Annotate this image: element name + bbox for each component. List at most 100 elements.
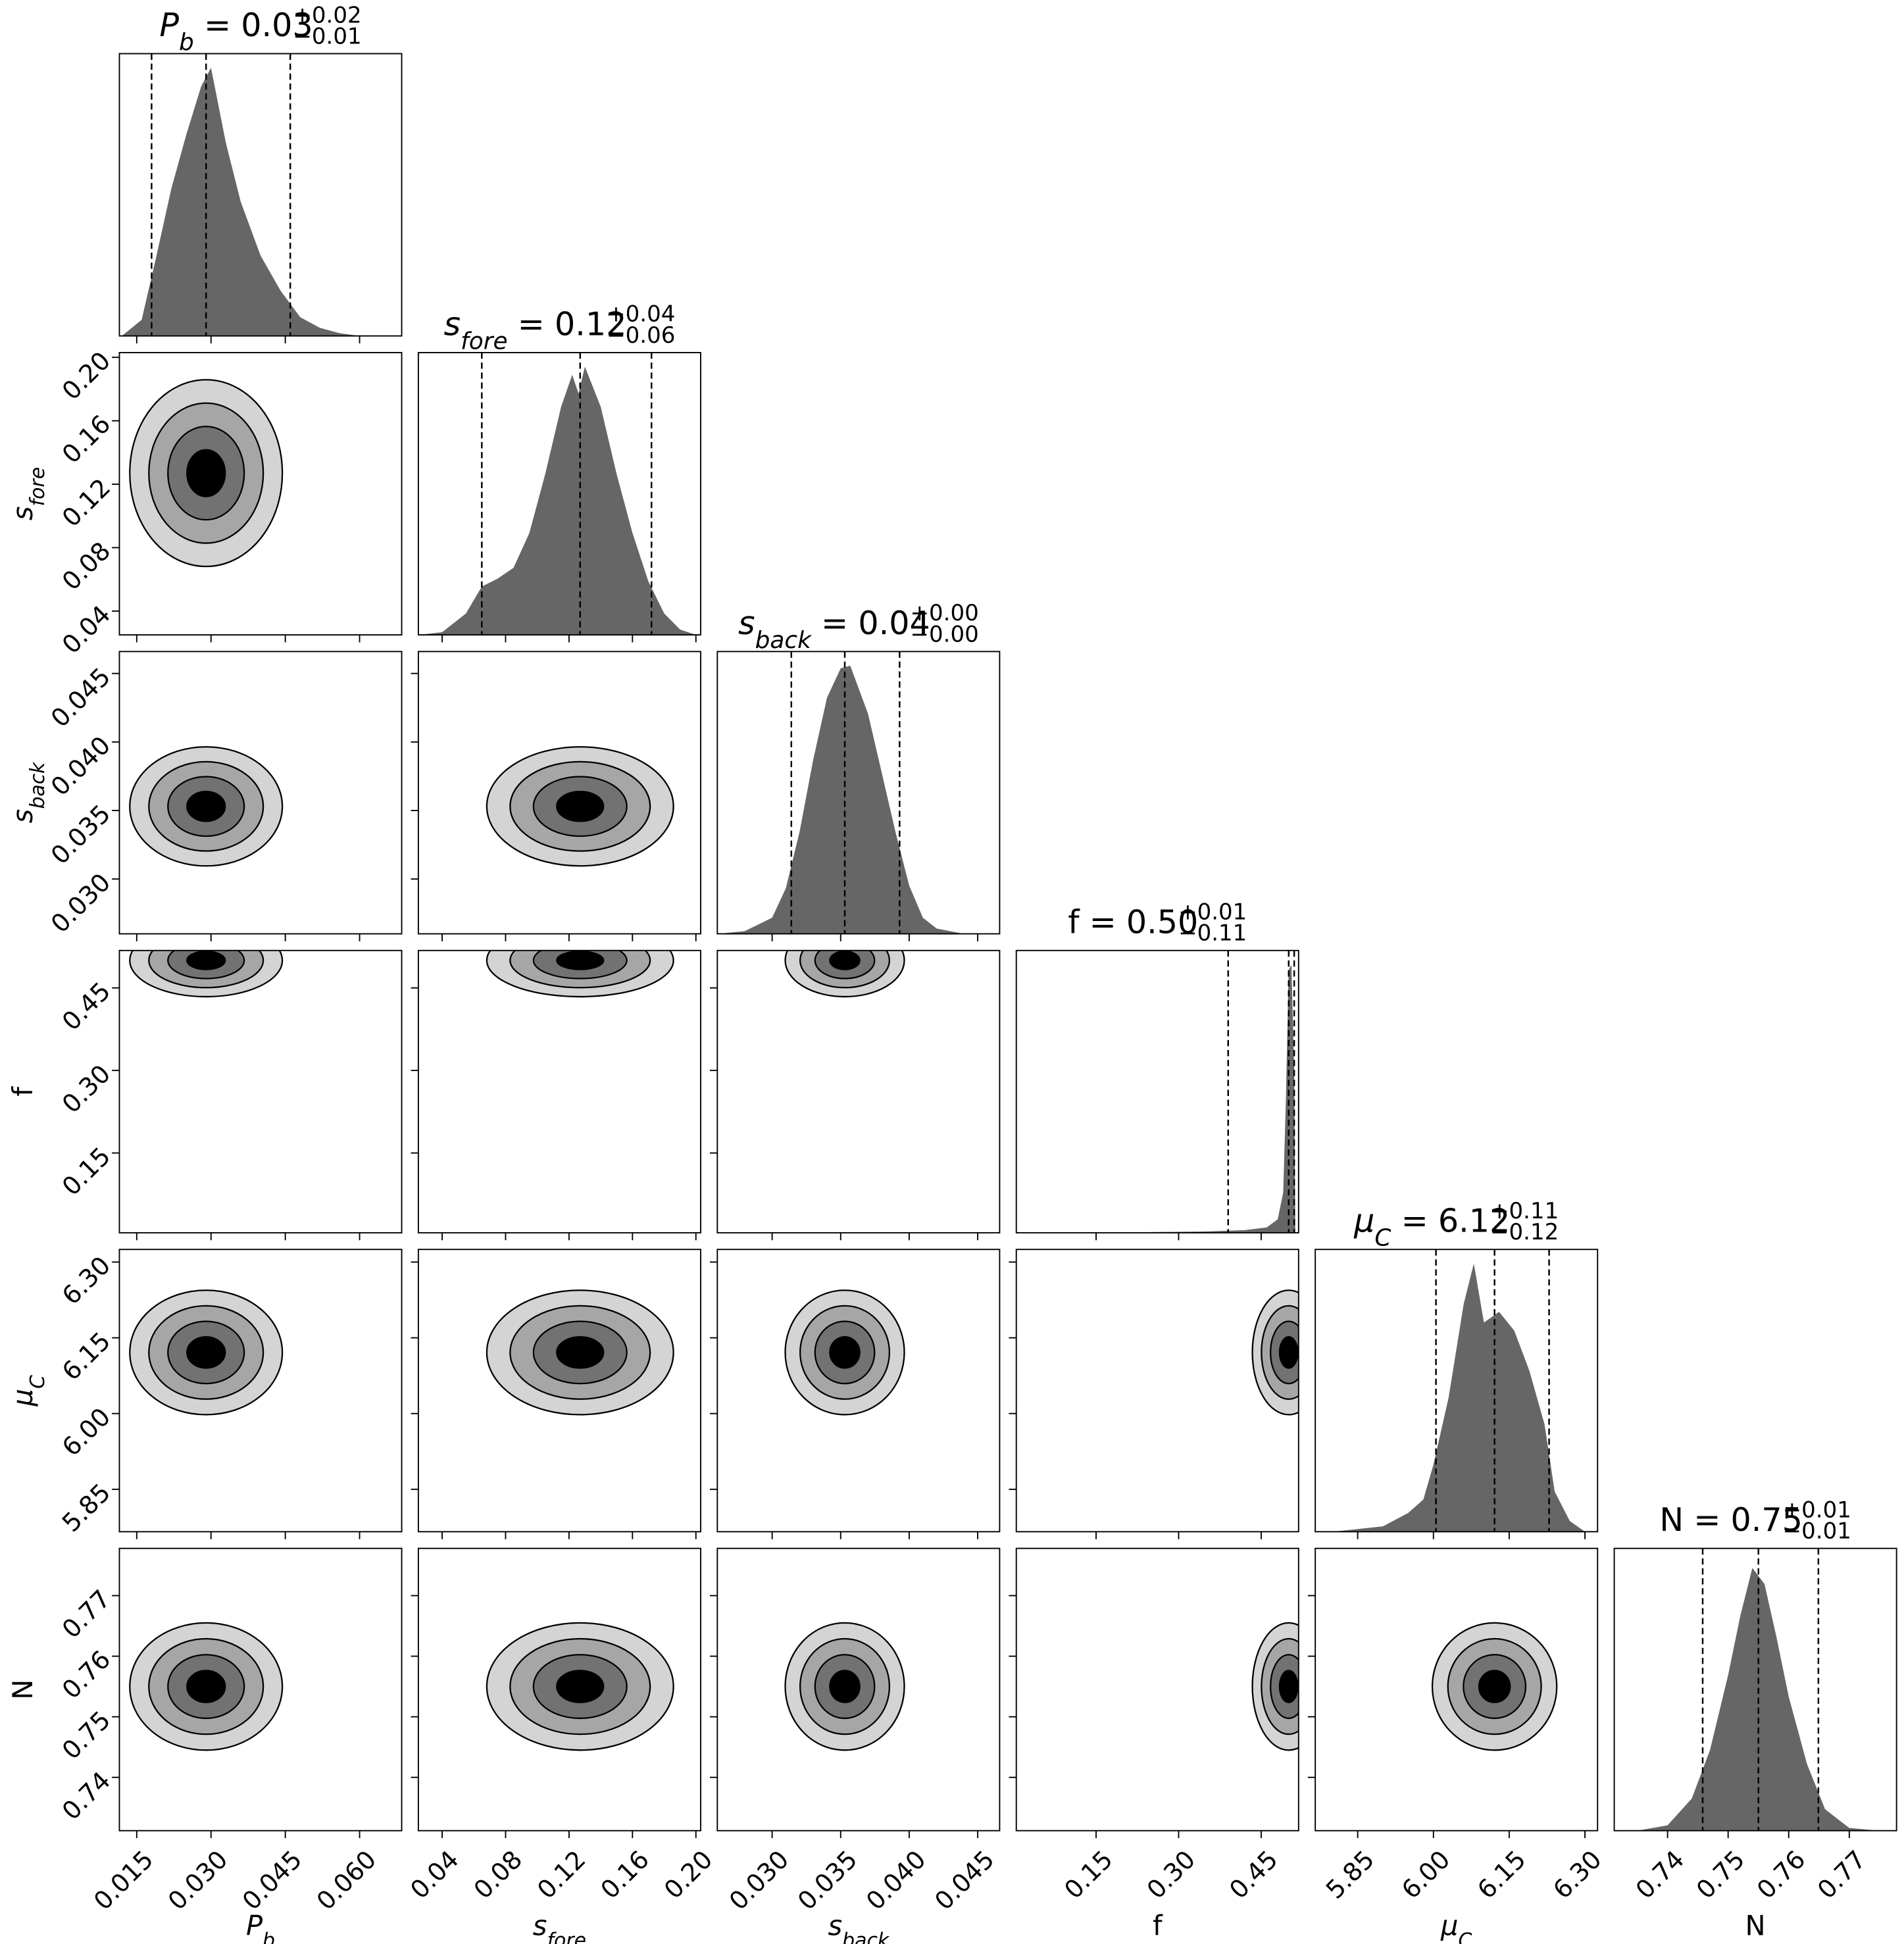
panel: f = 0.50+0.01−0.11 [1015, 899, 1299, 1241]
panel-frame [1015, 949, 1299, 1234]
contour [1278, 1336, 1299, 1369]
plot-area [717, 651, 965, 934]
contour [1278, 1670, 1299, 1703]
x-tick-label: 0.75 [1691, 1845, 1751, 1905]
panel-frame [417, 1249, 701, 1533]
label-sub: fore [547, 1929, 586, 1944]
y-tick-label: 0.16 [57, 409, 116, 469]
contour [186, 790, 226, 822]
panel-frame [118, 1547, 403, 1832]
contour [556, 950, 605, 970]
title-equals: = [518, 305, 545, 343]
label-sub: C [1458, 1929, 1472, 1944]
histogram [1332, 1263, 1586, 1532]
contour [556, 1670, 605, 1703]
title-minus: −0.11 [1178, 920, 1247, 947]
panel [411, 949, 701, 1241]
y-tick-label: 0.76 [57, 1645, 116, 1705]
label-sub: back [26, 761, 49, 809]
plot-area [418, 352, 696, 636]
label-sub: fore [26, 467, 49, 507]
panel [1009, 1249, 1299, 1539]
title-minus: −0.12 [1490, 1219, 1559, 1245]
axis-label: N [7, 1680, 39, 1700]
y-tick-label: 6.15 [57, 1326, 116, 1386]
panel: 0.15 0.30 0.45 [57, 949, 403, 1241]
plot-area [486, 1289, 674, 1416]
x-tick-label: 0.08 [468, 1845, 528, 1905]
title-equals: = [1401, 1202, 1428, 1240]
title-plus: +0.01 [1178, 899, 1247, 926]
panel-frame [417, 1547, 701, 1832]
panel: N = 0.75+0.01−0.010.74 0.75 0.76 0.77 [1613, 1497, 1897, 1905]
x-tick-label: 0.45 [1224, 1845, 1284, 1905]
panel-frame [417, 352, 701, 636]
contour [829, 1670, 861, 1703]
axis-label: sfore [7, 467, 49, 520]
y-tick-label: 0.045 [45, 662, 116, 733]
x-tick-label: 5.85 [1320, 1845, 1380, 1905]
title-sub: fore [461, 328, 507, 355]
plot-area [784, 1622, 905, 1751]
plot-area [486, 950, 674, 998]
x-tick-label: 0.040 [861, 1845, 932, 1916]
y-tick-label: 0.75 [57, 1705, 116, 1765]
x-tick-label: 0.15 [1059, 1845, 1118, 1905]
y-tick-label: 0.45 [57, 976, 116, 1036]
contour [186, 1336, 226, 1369]
axis-label: sback [7, 761, 49, 823]
contour [829, 950, 861, 970]
panel-frame [118, 949, 403, 1234]
title-plus: +0.04 [607, 301, 675, 328]
panel-frame [1015, 1547, 1299, 1832]
title-value: 0.75 [1730, 1501, 1802, 1539]
x-tick-label: 0.20 [659, 1845, 718, 1905]
x-tick-label: 6.15 [1472, 1845, 1532, 1905]
title-main: μ [1353, 1202, 1374, 1240]
contour [829, 1336, 861, 1369]
histogram [717, 665, 965, 934]
axis-label: sback [828, 1910, 889, 1944]
title-main: f [1068, 903, 1080, 941]
label-main: s [7, 506, 39, 520]
title-plus: +0.00 [910, 600, 978, 626]
title-value: 0.12 [555, 305, 626, 343]
histogram [418, 366, 696, 636]
panel: 0.040.080.120.160.20 [57, 346, 403, 659]
axis-label: f [7, 1086, 39, 1097]
panel-title: sfore = 0.12 [443, 305, 626, 354]
panel [411, 651, 701, 941]
panel: sfore = 0.12+0.04−0.06 [417, 301, 701, 643]
histogram [122, 67, 360, 336]
x-tick-label: 0.045 [237, 1845, 308, 1916]
panel: μC = 6.12+0.11−0.12 [1315, 1198, 1599, 1539]
x-tick-label: 0.035 [792, 1845, 863, 1916]
panel-frame [1613, 1547, 1897, 1832]
title-main: N [1659, 1501, 1684, 1539]
title-value: 6.12 [1438, 1202, 1510, 1240]
panel [709, 1249, 1001, 1539]
x-tick-label: 0.045 [929, 1845, 1000, 1916]
x-tick-label: 0.12 [532, 1845, 591, 1905]
panel: sback = 0.04+0.00−0.00 [716, 600, 1001, 941]
label-sub: b [263, 1929, 275, 1944]
title-plus: +0.01 [1783, 1497, 1851, 1523]
title-equals: = [821, 604, 848, 642]
x-tick-label: 0.030 [724, 1845, 795, 1916]
y-tick-label: 6.30 [57, 1251, 116, 1310]
plot-area [129, 950, 284, 998]
label-main: f [7, 1086, 39, 1097]
y-tick-label: 0.035 [45, 799, 116, 870]
y-tick-label: 0.12 [57, 473, 116, 533]
contour [1478, 1670, 1511, 1703]
histogram [1016, 964, 1295, 1233]
title-equals: = [1693, 1501, 1720, 1539]
y-tick-label: 0.74 [57, 1766, 116, 1826]
panel: 0.15 0.30 0.45 [1009, 1547, 1299, 1905]
title-equals: = [204, 6, 231, 44]
title-plus: +0.02 [293, 2, 361, 28]
panel-frame [716, 651, 1001, 935]
